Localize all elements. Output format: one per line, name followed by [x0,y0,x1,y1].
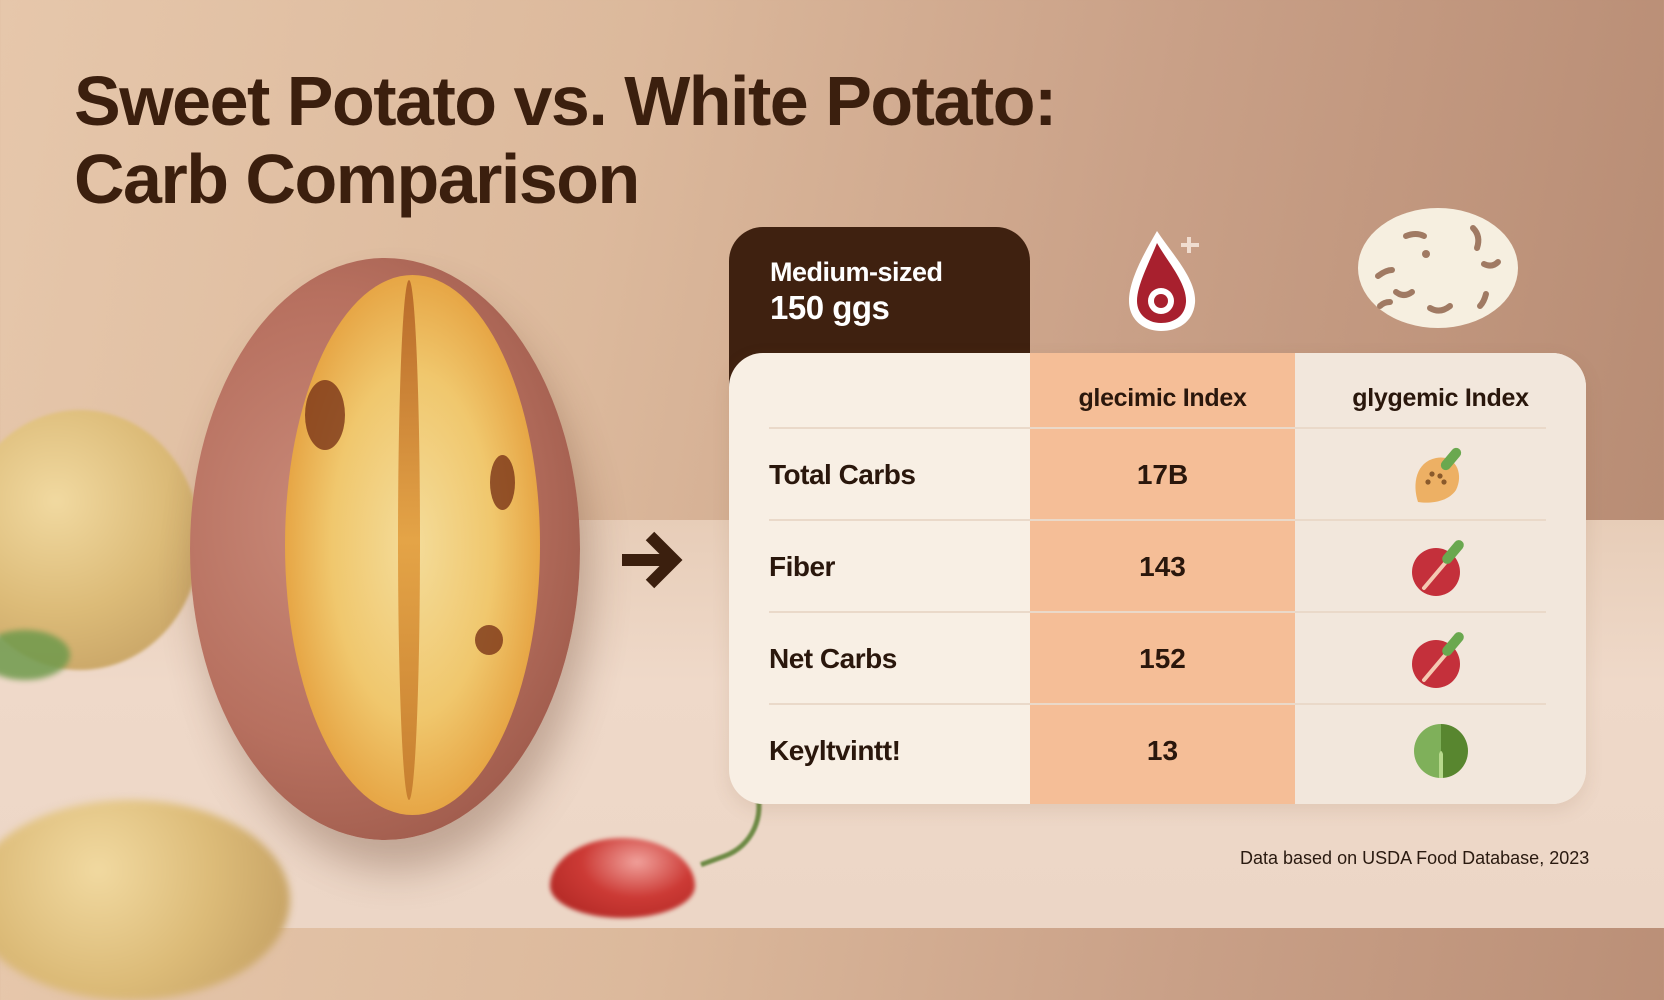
comparison-table: glecimic Index glygemic Index Total Carb… [729,353,1586,804]
page-title: Sweet Potato vs. White Potato: Carb Comp… [74,62,1057,218]
row-label: Net Carbs [769,643,897,674]
cherry-tomato [550,838,695,918]
blood-drop-icon [1129,231,1199,331]
caramel-spot [475,625,503,655]
table-row: Net Carbs 152 [769,611,1546,705]
row-label: Keyltvintt! [769,735,901,766]
row-icon-cell [1295,521,1586,613]
row-value: 143 [1139,551,1186,582]
sweet-potato-crack [398,280,420,800]
table-row: Fiber 143 [769,519,1546,613]
row-icon-cell [1295,705,1586,797]
caramel-spot [305,380,345,450]
title-line-2: Carb Comparison [74,140,640,218]
data-source-footnote: Data based on USDA Food Database, 2023 [1240,848,1590,868]
row-label: Fiber [769,551,835,582]
row-value: 152 [1139,643,1186,674]
title-line-1: Sweet Potato vs. White Potato: [74,62,1057,140]
row-icon-cell [1295,429,1586,521]
row-value: 13 [1146,735,1179,766]
column-header-2: glygemic Index [1352,384,1529,412]
white-potato-icon [1358,208,1518,328]
column-header-1: glecimic Index [1078,384,1247,412]
serving-size-line-1: Medium-sized [770,257,943,287]
table-row: Total Carbs 17B [769,427,1546,521]
background-potato-left [0,410,200,670]
serving-size-line-2: 150 ggs [770,289,890,326]
row-icon-cell [1295,613,1586,705]
row-label: Total Carbs [769,459,916,490]
leaf-decoration [0,630,70,680]
arrow-right-icon [622,531,683,589]
table-row: Keyltvintt! 13 [769,703,1546,797]
sweet-potato-sprout-icon [1414,447,1461,503]
serving-size-label: Medium-sized 150 ggs [770,256,943,328]
row-value: 17B [1136,459,1189,490]
green-leaf-icon [1413,724,1468,778]
red-apple-sprout-icon [1411,540,1464,596]
red-apple-sprout-icon [1411,632,1464,688]
caramel-spot [490,455,515,510]
